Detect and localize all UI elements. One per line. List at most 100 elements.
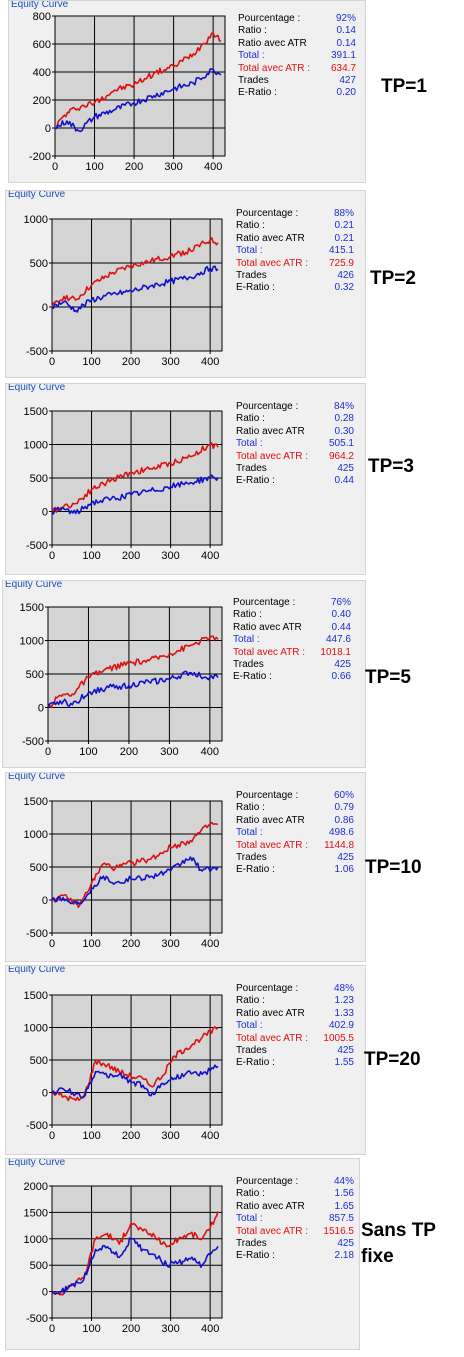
stats-table: Pourcentage :60% Ratio :0.79 Ratio avec AT… [236, 790, 354, 877]
stat-value: 1.65 [334, 1200, 354, 1212]
stat-row: Pourcentage : 84% [236, 401, 354, 413]
tp-label: TP=20 [364, 1049, 421, 1070]
stat-value: 0.14 [336, 37, 356, 49]
stat-row: Total : 447.6 [233, 634, 351, 646]
stat-value: 2.18 [334, 1250, 354, 1262]
stat-value: 48% [333, 983, 354, 994]
stat-value: 0.86 [334, 814, 354, 826]
stat-value: 425 [337, 1045, 354, 1057]
stat-row: Total avec ATR : 1005.5 [236, 1033, 354, 1045]
stat-value: 1.55 [334, 1057, 354, 1069]
stat-value: 0.28 [334, 413, 354, 425]
stat-label: E-Ratio : [238, 87, 277, 99]
stat-value: 1.33 [334, 1007, 354, 1019]
stat-row: Trades 425 [236, 1238, 354, 1250]
stat-label: Ratio : [236, 413, 265, 425]
stat-label: Ratio : [236, 220, 265, 232]
stat-row: E-Ratio : 0.44 [236, 475, 354, 487]
stat-value: 857.5 [328, 1213, 354, 1225]
stat-value: 0.44 [334, 475, 354, 487]
stat-label: Total avec ATR : [233, 646, 306, 658]
chart-title: Equity Curve [8, 383, 66, 393]
stat-value: 498.6 [328, 827, 354, 839]
stat-row: Trades 425 [236, 463, 354, 475]
stat-row: Pourcentage : 88% [236, 208, 354, 220]
stat-value: 964.2 [328, 450, 354, 462]
stat-value: 44% [333, 1176, 354, 1187]
stat-row: Trades 425 [236, 852, 354, 864]
stat-value: 1.56 [334, 1188, 354, 1200]
stat-label: Total avec ATR : [238, 62, 311, 74]
stat-row: Trades 425 [236, 1045, 354, 1057]
stat-row: Ratio : 1.23 [236, 995, 354, 1007]
stat-row: Ratio avec ATR 0.30 [236, 426, 354, 438]
tp-label: TP=5 [365, 667, 411, 688]
stat-value: 0.66 [331, 671, 351, 683]
stat-label: Total : [236, 1020, 263, 1032]
tp-label: TP=3 [368, 456, 414, 477]
stat-label: Ratio : [238, 25, 267, 37]
stat-label: Ratio : [236, 995, 265, 1007]
chart-title: Equity Curve [5, 580, 63, 590]
stat-label: Total avec ATR : [236, 1032, 309, 1044]
stat-value: 391.1 [330, 50, 356, 62]
stat-row: Total : 402.9 [236, 1020, 354, 1032]
stats-table: Pourcentage :88% Ratio :0.21 Ratio avec AT… [236, 208, 354, 295]
stat-label: Ratio avec ATR [236, 1007, 305, 1019]
stat-row: Pourcentage : 76% [233, 597, 351, 609]
stat-label: Ratio avec ATR [233, 621, 302, 633]
stat-label: Total : [236, 245, 263, 257]
stats-table: Pourcentage :76% Ratio :0.40 Ratio avec AT… [233, 597, 351, 684]
stat-value: 505.1 [328, 438, 354, 450]
stat-row: E-Ratio : 1.06 [236, 864, 354, 876]
chart-title: Equity Curve [8, 190, 66, 200]
stat-label: Trades [236, 852, 267, 864]
stat-label: Pourcentage : [233, 597, 296, 608]
stat-row: Trades 425 [233, 659, 351, 671]
stat-label: Ratio avec ATR [236, 425, 305, 437]
stat-value: 88% [333, 208, 354, 219]
stat-label: E-Ratio : [236, 1250, 275, 1262]
stat-row: Total : 505.1 [236, 438, 354, 450]
stat-value: 84% [333, 401, 354, 412]
stat-value: 92% [335, 13, 356, 24]
stat-label: Total : [236, 1213, 263, 1225]
stat-row: Ratio : 0.21 [236, 220, 354, 232]
stat-row: Total : 415.1 [236, 245, 354, 257]
stat-value: 425 [337, 1238, 354, 1250]
stat-value: 0.30 [334, 425, 354, 437]
stat-value: 425 [337, 463, 354, 475]
tp-label: Sans TP fixe [361, 1220, 436, 1267]
tp-label: TP=1 [381, 76, 427, 97]
stat-value: 415.1 [328, 245, 354, 257]
stat-row: Ratio avec ATR 0.21 [236, 233, 354, 245]
stat-row: Trades 427 [238, 75, 356, 87]
stat-label: Pourcentage : [236, 983, 299, 994]
stat-label: Total avec ATR : [236, 450, 309, 462]
stat-label: Ratio avec ATR [236, 232, 305, 244]
stat-value: 425 [334, 659, 351, 671]
stat-value: 725.9 [328, 257, 354, 269]
stat-row: Ratio avec ATR 0.86 [236, 815, 354, 827]
stats-table: Pourcentage :84% Ratio :0.28 Ratio avec AT… [236, 401, 354, 488]
stat-row: Ratio avec ATR 1.33 [236, 1008, 354, 1020]
stat-label: Total avec ATR : [236, 257, 309, 269]
stat-value: 0.20 [336, 87, 356, 99]
stat-row: Total avec ATR : 634.7 [238, 63, 356, 75]
stat-value: 0.21 [334, 232, 354, 244]
stat-label: E-Ratio : [233, 671, 272, 683]
stat-label: Trades [236, 270, 267, 282]
stat-label: Ratio avec ATR [236, 814, 305, 826]
chart-title: Equity Curve [8, 1158, 66, 1168]
stat-row: Pourcentage : 92% [238, 13, 356, 25]
stat-row: Ratio avec ATR 1.65 [236, 1201, 354, 1213]
stat-label: Ratio avec ATR [238, 37, 307, 49]
stat-label: E-Ratio : [236, 475, 275, 487]
stat-value: 447.6 [325, 634, 351, 646]
chart-title: Equity Curve [8, 965, 66, 975]
stat-row: Total avec ATR : 1144.8 [236, 840, 354, 852]
stat-value: 402.9 [328, 1020, 354, 1032]
stat-label: Ratio : [236, 1188, 265, 1200]
stat-value: 1018.1 [320, 646, 351, 658]
stat-row: Total avec ATR : 964.2 [236, 451, 354, 463]
